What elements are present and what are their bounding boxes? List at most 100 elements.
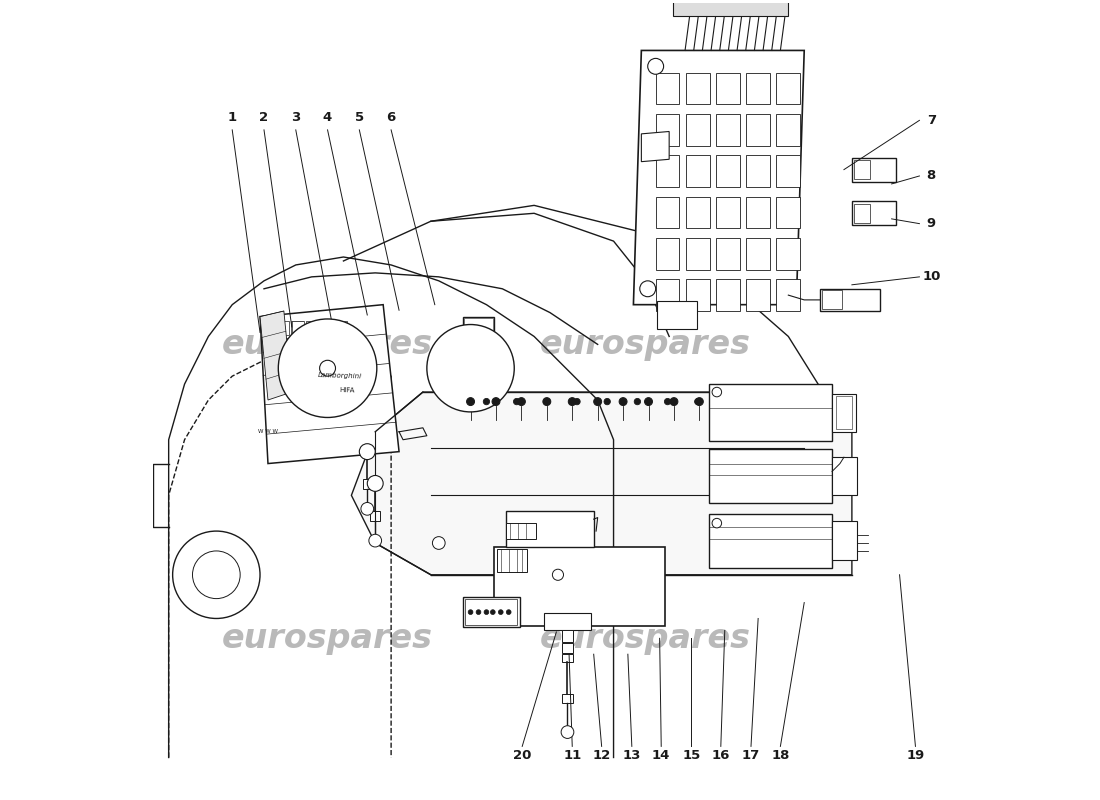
- Text: 14: 14: [652, 750, 670, 762]
- Bar: [716, 114, 740, 146]
- Text: 20: 20: [513, 750, 531, 762]
- Bar: [463, 317, 494, 348]
- Polygon shape: [260, 311, 292, 400]
- Text: 12: 12: [593, 750, 611, 762]
- Bar: [686, 197, 710, 228]
- Bar: [363, 479, 372, 489]
- Bar: [562, 694, 573, 703]
- Polygon shape: [260, 305, 399, 463]
- Bar: [277, 338, 288, 352]
- Polygon shape: [658, 301, 697, 329]
- Bar: [334, 338, 346, 352]
- Circle shape: [367, 475, 383, 491]
- Circle shape: [561, 726, 574, 738]
- Bar: [832, 394, 856, 432]
- Text: 17: 17: [741, 750, 760, 762]
- Bar: [855, 204, 870, 223]
- Circle shape: [483, 398, 490, 405]
- Text: 7: 7: [927, 114, 936, 127]
- Bar: [292, 338, 304, 352]
- Circle shape: [670, 398, 678, 406]
- Bar: [855, 160, 870, 179]
- Circle shape: [466, 398, 474, 406]
- Text: 2: 2: [260, 111, 268, 125]
- Bar: [777, 197, 801, 228]
- Text: 5: 5: [355, 111, 364, 125]
- Bar: [506, 511, 594, 547]
- Bar: [832, 521, 858, 561]
- Circle shape: [635, 398, 640, 405]
- Bar: [716, 279, 740, 311]
- Bar: [464, 318, 493, 346]
- Circle shape: [432, 537, 446, 550]
- Circle shape: [712, 387, 722, 397]
- Text: eurospares: eurospares: [222, 622, 433, 655]
- Text: 18: 18: [771, 750, 790, 762]
- Text: Lamborghini: Lamborghini: [317, 372, 362, 380]
- Text: 9: 9: [927, 217, 936, 230]
- Text: 13: 13: [623, 750, 641, 762]
- Polygon shape: [634, 50, 804, 305]
- Text: 15: 15: [682, 750, 701, 762]
- Bar: [463, 597, 520, 627]
- Bar: [686, 73, 710, 105]
- Bar: [836, 396, 851, 430]
- Bar: [562, 643, 573, 653]
- Bar: [777, 114, 801, 146]
- Bar: [506, 523, 537, 539]
- Circle shape: [360, 444, 375, 459]
- Circle shape: [427, 325, 515, 412]
- Bar: [334, 321, 346, 335]
- Circle shape: [368, 534, 382, 547]
- Bar: [292, 321, 304, 335]
- Text: eurospares: eurospares: [540, 622, 751, 655]
- Bar: [777, 73, 801, 105]
- Text: HIFA: HIFA: [340, 387, 355, 394]
- Text: eurospares: eurospares: [540, 328, 751, 361]
- Bar: [746, 114, 770, 146]
- Bar: [686, 155, 710, 187]
- Text: 11: 11: [563, 750, 582, 762]
- Circle shape: [552, 570, 563, 580]
- Circle shape: [569, 398, 576, 406]
- Circle shape: [484, 610, 488, 614]
- Circle shape: [514, 398, 520, 405]
- Circle shape: [543, 398, 551, 406]
- Bar: [832, 457, 858, 495]
- Circle shape: [574, 398, 580, 405]
- Bar: [777, 238, 801, 270]
- Bar: [263, 338, 274, 352]
- Polygon shape: [351, 392, 851, 574]
- Circle shape: [648, 58, 663, 74]
- Bar: [656, 73, 680, 105]
- Bar: [656, 155, 680, 187]
- Bar: [746, 197, 770, 228]
- Bar: [708, 514, 832, 568]
- Bar: [306, 321, 318, 335]
- Text: 6: 6: [386, 111, 396, 125]
- Bar: [851, 158, 895, 182]
- Bar: [708, 384, 832, 442]
- Text: 1: 1: [228, 111, 236, 125]
- Bar: [746, 238, 770, 270]
- Text: eurospares: eurospares: [222, 328, 433, 361]
- Circle shape: [498, 610, 503, 614]
- Bar: [263, 321, 274, 335]
- Bar: [562, 630, 573, 642]
- Circle shape: [543, 398, 550, 405]
- Circle shape: [476, 610, 481, 614]
- Bar: [777, 155, 801, 187]
- Bar: [292, 338, 302, 352]
- Bar: [851, 202, 895, 226]
- Bar: [822, 290, 842, 310]
- Circle shape: [695, 398, 703, 406]
- Circle shape: [694, 398, 701, 405]
- Circle shape: [469, 610, 473, 614]
- Circle shape: [619, 398, 627, 406]
- Bar: [716, 73, 740, 105]
- Circle shape: [320, 360, 336, 376]
- Circle shape: [278, 319, 377, 418]
- Bar: [716, 197, 740, 228]
- Circle shape: [517, 398, 526, 406]
- Text: 10: 10: [922, 270, 940, 283]
